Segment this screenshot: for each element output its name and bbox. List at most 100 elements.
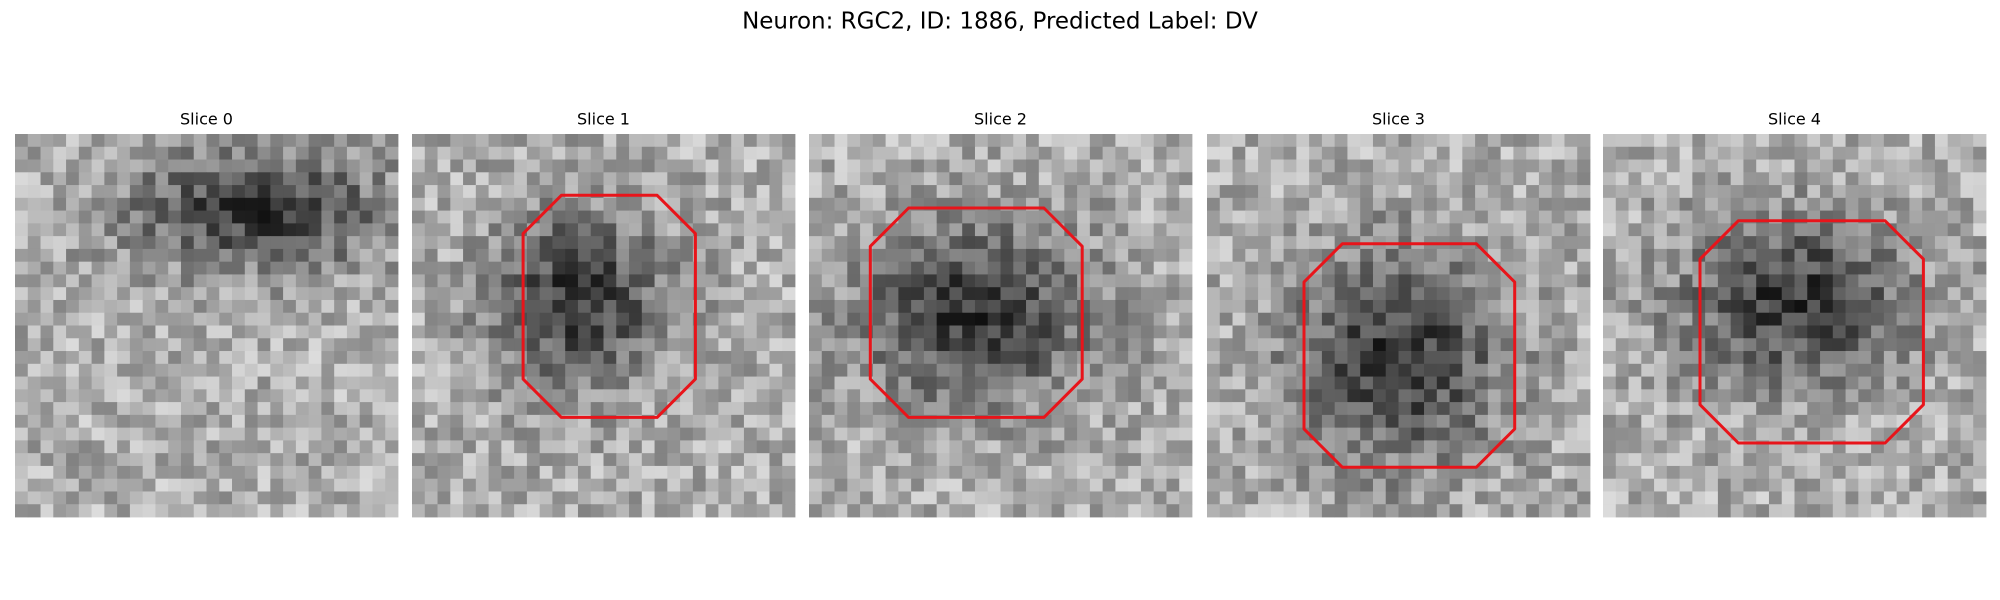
pixel [1832, 325, 1846, 339]
pixel [1128, 504, 1142, 518]
pixel [705, 465, 719, 480]
pixel [705, 389, 719, 403]
pixel [821, 376, 835, 390]
pixel [809, 299, 823, 314]
pixel [1832, 504, 1846, 518]
pixel [821, 414, 835, 429]
pixel [219, 299, 233, 314]
pixel [847, 146, 861, 160]
pixel [872, 287, 886, 301]
pixel [1360, 478, 1374, 492]
pixel [962, 185, 976, 199]
pixel [142, 197, 156, 211]
pixel [78, 389, 92, 403]
pixel [66, 427, 80, 441]
pixel [1871, 274, 1885, 288]
pixel [1883, 453, 1898, 467]
pixel [1283, 376, 1297, 390]
pixel [412, 146, 426, 160]
pixel [860, 210, 874, 224]
pixel [359, 389, 373, 403]
pixel [1296, 172, 1310, 186]
pixel [40, 185, 54, 199]
pixel [590, 223, 604, 237]
pixel [936, 427, 950, 441]
pixel [1551, 389, 1565, 403]
pixel [847, 363, 861, 377]
pixel [860, 440, 874, 454]
pixel [66, 312, 80, 326]
pixel [616, 299, 630, 314]
pixel [1730, 389, 1744, 403]
pixel [206, 185, 220, 199]
pixel [91, 197, 105, 211]
pixel [142, 504, 156, 518]
pixel [1922, 453, 1936, 467]
pixel [1013, 287, 1027, 301]
pixel [641, 465, 655, 480]
pixel [346, 274, 361, 288]
pixel [437, 465, 451, 480]
pixel [1372, 146, 1387, 160]
pixel [321, 363, 335, 377]
pixel [1000, 299, 1014, 314]
pixel [1309, 134, 1323, 148]
pixel [1449, 402, 1463, 416]
pixel [1934, 427, 1949, 441]
pixel [1245, 172, 1259, 186]
pixel [949, 134, 963, 148]
pixel [1717, 402, 1732, 416]
pixel [1666, 402, 1680, 416]
pixel [1526, 478, 1540, 492]
pixel [501, 427, 515, 441]
pixel [1436, 453, 1450, 467]
pixel [1219, 248, 1233, 263]
pixel [1258, 287, 1272, 301]
pixel [1309, 402, 1323, 416]
pixel [1102, 299, 1116, 314]
pixel [1051, 248, 1065, 263]
pixel [1270, 389, 1284, 403]
pixel [424, 440, 438, 454]
pixel [1102, 261, 1116, 275]
pixel [1128, 427, 1142, 441]
pixel [1692, 491, 1706, 505]
pixel [1385, 287, 1399, 301]
pixel [1768, 504, 1783, 518]
pixel [437, 146, 451, 160]
pixel [91, 299, 105, 314]
pixel [193, 389, 207, 403]
pixel [743, 223, 758, 237]
pixel [1654, 440, 1668, 454]
pixel [270, 504, 284, 518]
pixel [412, 261, 426, 275]
pixel [834, 376, 848, 390]
pixel [936, 210, 950, 224]
pixel [834, 440, 848, 454]
pixel [117, 197, 131, 211]
pixel [949, 261, 963, 275]
pixel [809, 363, 823, 377]
pixel [15, 325, 29, 339]
pixel [437, 274, 451, 288]
pixel [1768, 402, 1783, 416]
pixel [117, 146, 131, 160]
pixel [15, 402, 29, 416]
pixel [1166, 363, 1180, 377]
pixel [1013, 402, 1027, 416]
pixel [321, 197, 335, 211]
pixel [911, 504, 925, 518]
pixel [1960, 453, 1974, 467]
pixel [1283, 287, 1297, 301]
pixel [91, 427, 105, 441]
pixel [1258, 299, 1272, 314]
pixel [1794, 197, 1808, 211]
pixel [142, 427, 156, 441]
pixel [283, 325, 297, 339]
pixel [321, 351, 335, 365]
pixel [1411, 389, 1425, 403]
pixel [1577, 287, 1591, 301]
pixel [603, 210, 617, 224]
pixel [705, 504, 719, 518]
pixel [1411, 453, 1425, 467]
